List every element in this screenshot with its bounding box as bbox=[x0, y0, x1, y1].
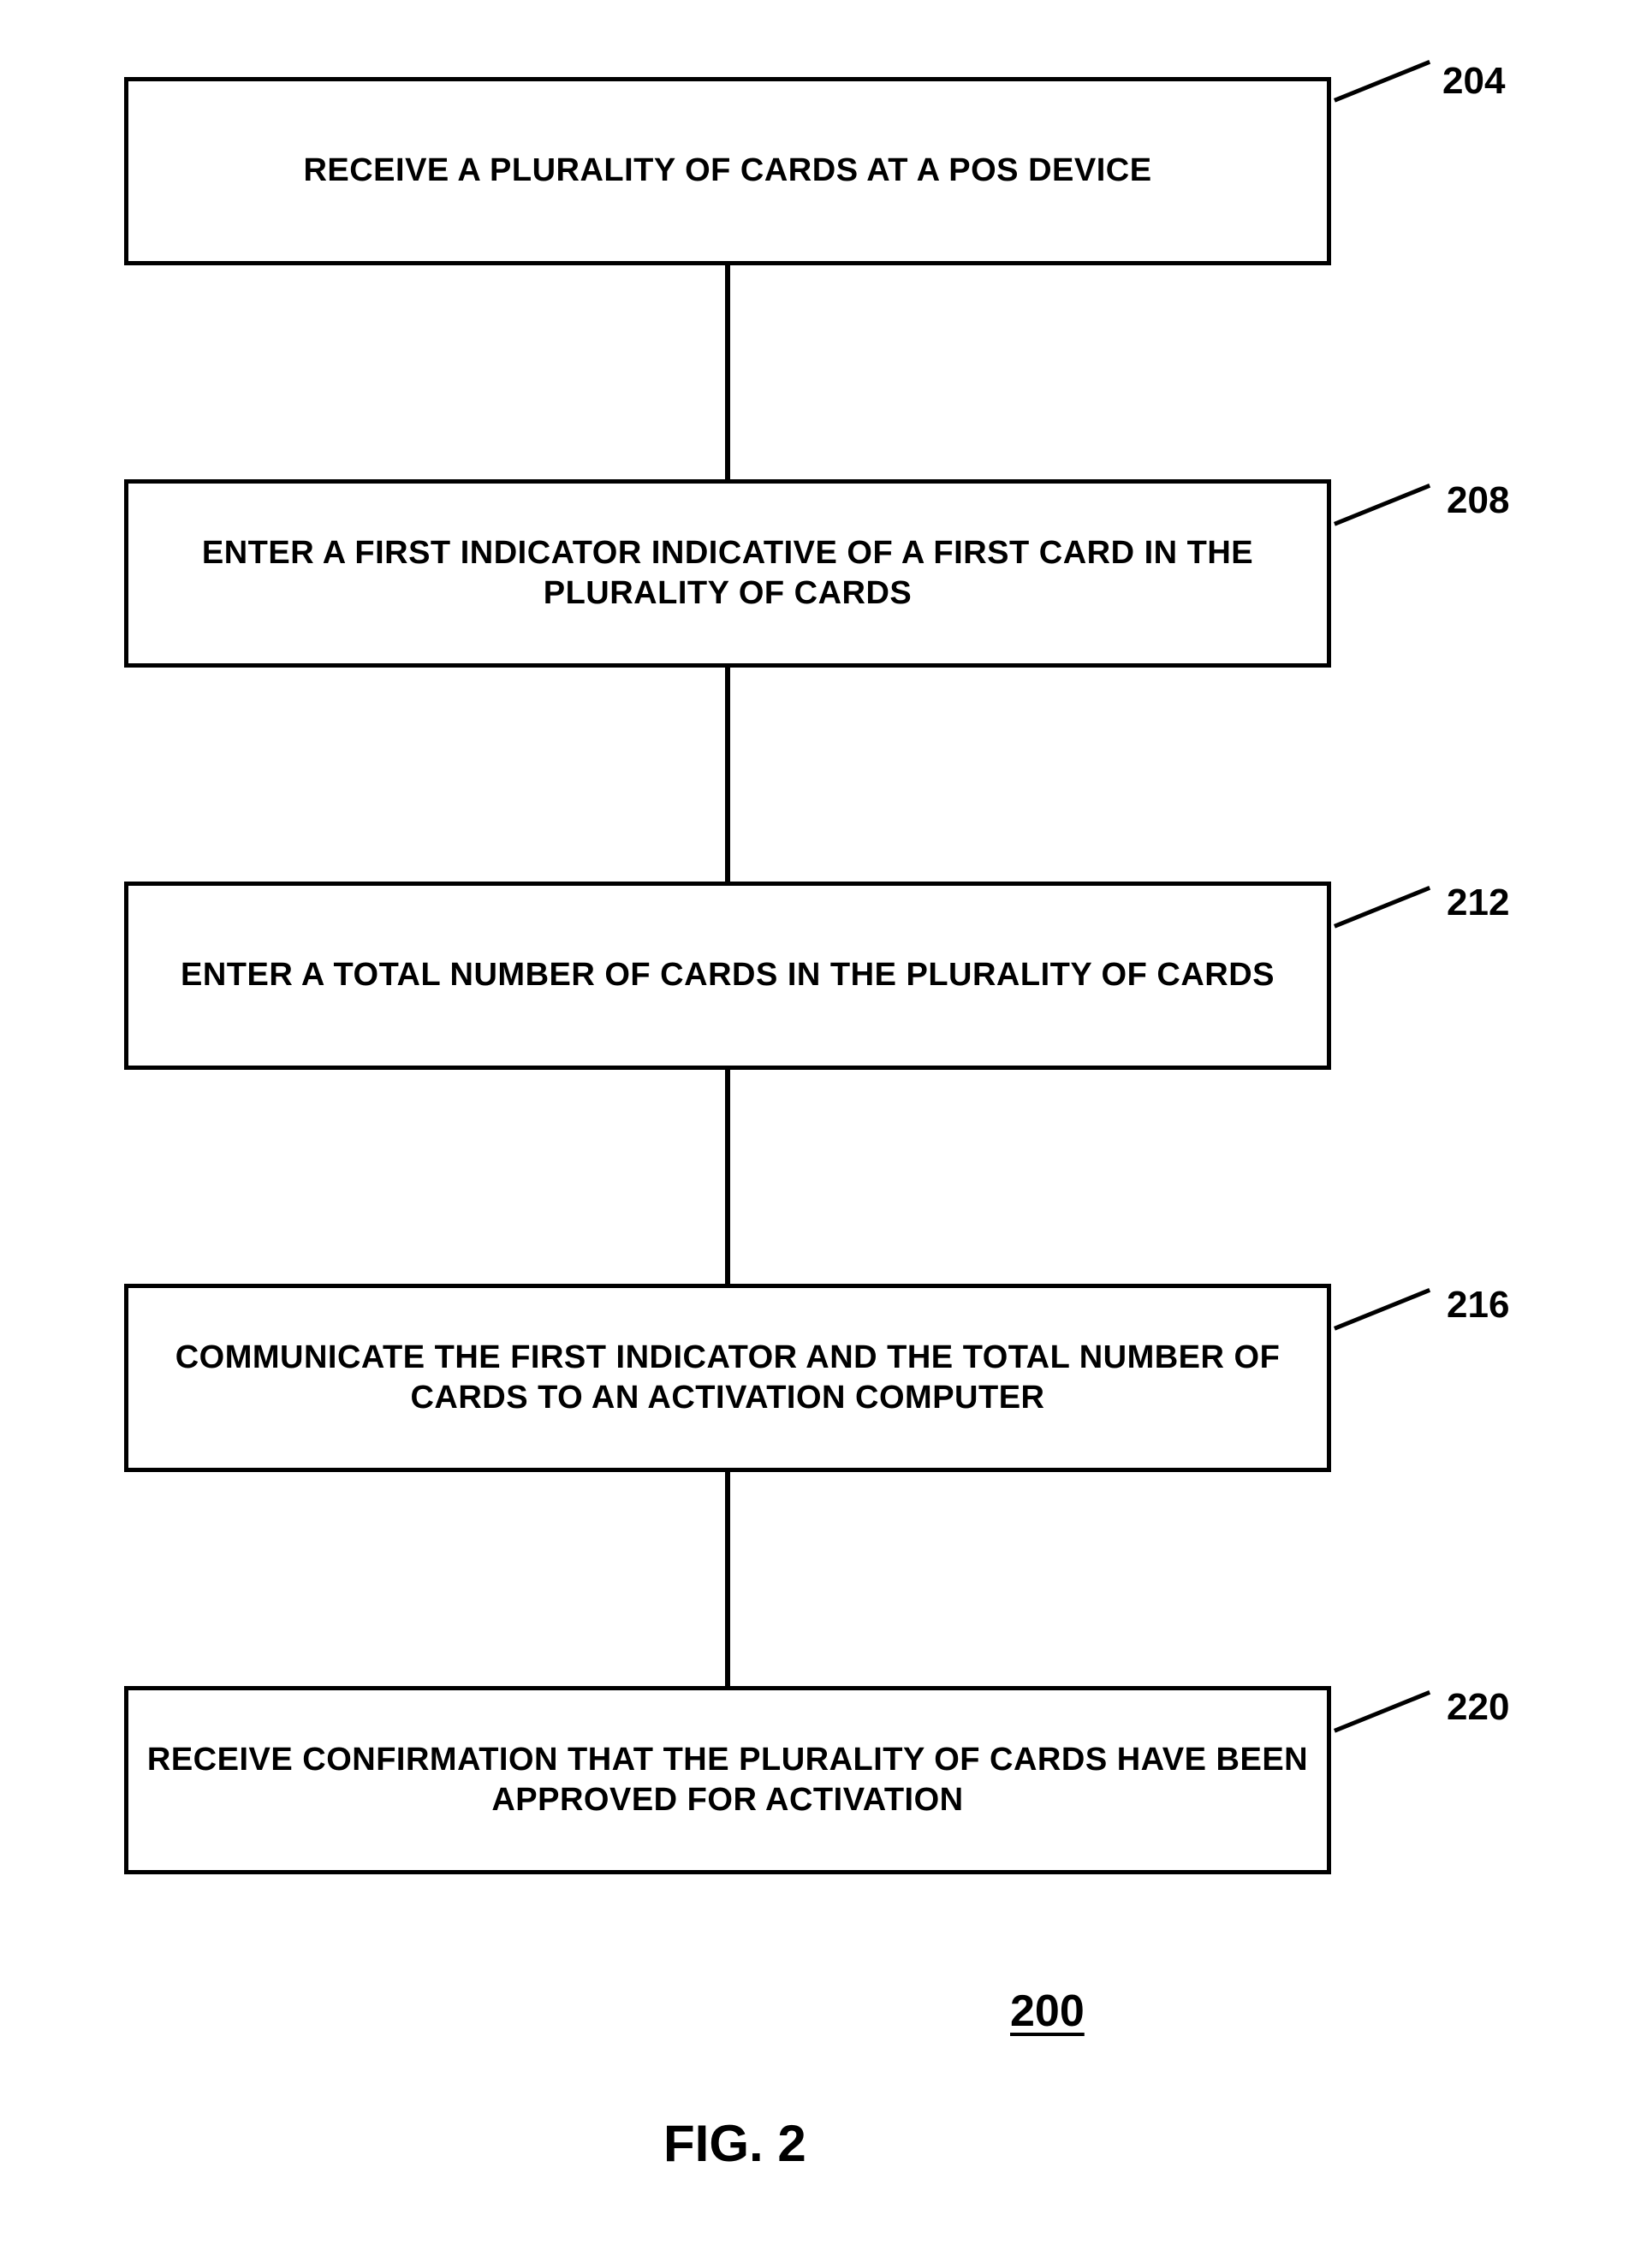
ref-label-212: 212 bbox=[1447, 882, 1509, 924]
leader-220 bbox=[1334, 1690, 1430, 1733]
figure-caption: FIG. 2 bbox=[663, 2114, 806, 2173]
connector-2-3 bbox=[725, 668, 730, 882]
flowchart-canvas: RECEIVE A PLURALITY OF CARDS AT A POS DE… bbox=[0, 0, 1635, 2268]
ref-label-220: 220 bbox=[1447, 1686, 1509, 1729]
figure-number: 200 bbox=[1010, 1986, 1085, 2037]
leader-204 bbox=[1334, 60, 1430, 103]
leader-208 bbox=[1334, 484, 1430, 526]
connector-4-5 bbox=[725, 1472, 730, 1686]
flow-node-3-text: ENTER A TOTAL NUMBER OF CARDS IN THE PLU… bbox=[181, 955, 1275, 996]
flow-node-3: ENTER A TOTAL NUMBER OF CARDS IN THE PLU… bbox=[124, 882, 1331, 1070]
flow-node-2-text: ENTER A FIRST INDICATOR INDICATIVE OF A … bbox=[146, 533, 1310, 614]
flow-node-4-text: COMMUNICATE THE FIRST INDICATOR AND THE … bbox=[146, 1338, 1310, 1419]
ref-label-208: 208 bbox=[1447, 479, 1509, 522]
flow-node-4: COMMUNICATE THE FIRST INDICATOR AND THE … bbox=[124, 1284, 1331, 1472]
flow-node-1-text: RECEIVE A PLURALITY OF CARDS AT A POS DE… bbox=[303, 151, 1151, 192]
flow-node-2: ENTER A FIRST INDICATOR INDICATIVE OF A … bbox=[124, 479, 1331, 668]
flow-node-1: RECEIVE A PLURALITY OF CARDS AT A POS DE… bbox=[124, 77, 1331, 265]
leader-216 bbox=[1334, 1288, 1430, 1331]
ref-label-204: 204 bbox=[1442, 60, 1505, 103]
connector-3-4 bbox=[725, 1070, 730, 1284]
flow-node-5: RECEIVE CONFIRMATION THAT THE PLURALITY … bbox=[124, 1686, 1331, 1874]
ref-label-216: 216 bbox=[1447, 1284, 1509, 1327]
flow-node-5-text: RECEIVE CONFIRMATION THAT THE PLURALITY … bbox=[146, 1740, 1310, 1821]
leader-212 bbox=[1334, 886, 1430, 929]
connector-1-2 bbox=[725, 265, 730, 479]
